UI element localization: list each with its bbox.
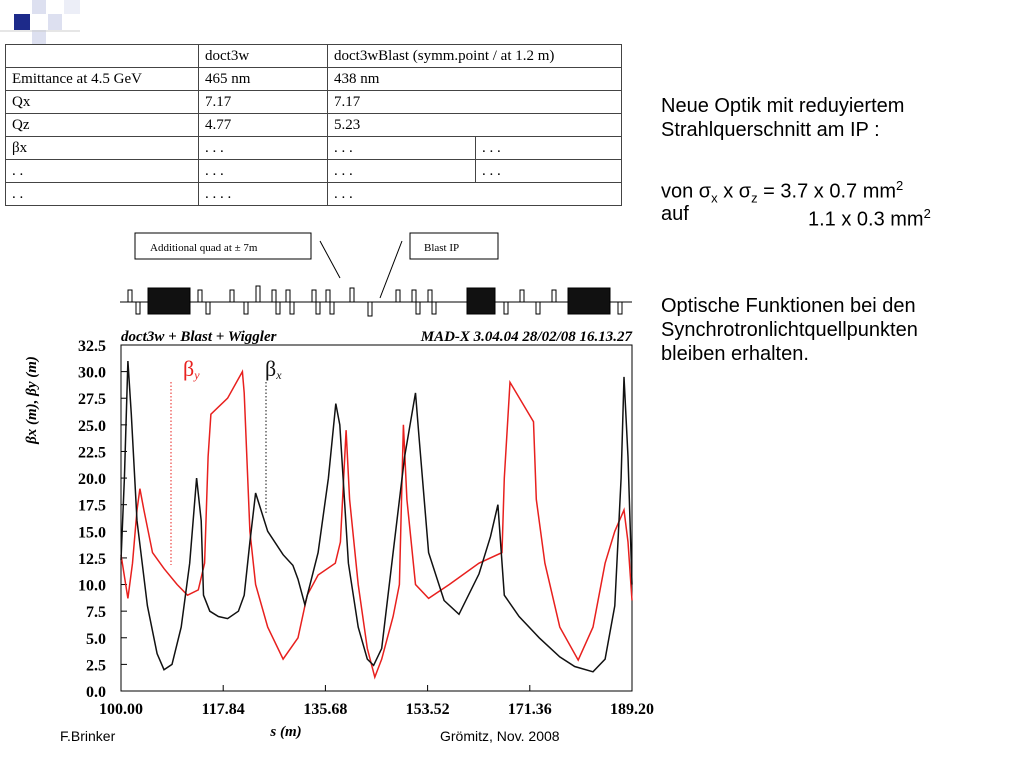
chart-subtitle: MAD-X 3.04.04 28/02/08 16.13.27: [420, 329, 633, 345]
text: von σ: [661, 180, 712, 203]
y-tick-label: 22.5: [78, 444, 106, 461]
note-line: Neue Optik mit reduyiertem: [661, 95, 905, 117]
x-tick-label: 189.20: [610, 701, 654, 718]
callout-label: Blast IP: [424, 242, 459, 254]
y-tick-label: 15.0: [78, 524, 106, 541]
table-row: Emittance at 4.5 GeV 465 nm 438 nm: [5, 67, 622, 91]
x-tick-label: 171.36: [508, 701, 552, 718]
table-row: . .. . .. . .. . .: [5, 159, 622, 183]
x-tick-label: 100.00: [99, 701, 143, 718]
subscript: x: [711, 190, 718, 206]
note-line: Strahlquerschnitt am IP :: [661, 119, 880, 141]
y-tick-label: 25.0: [78, 418, 106, 435]
table-row: . .. . . .. . .: [5, 182, 622, 206]
table-cell: . . .: [327, 136, 476, 160]
note-line: Synchrotronlichtquellpunkten: [661, 319, 918, 341]
lattice-schematic: Additional quad at ± 7m Blast IP: [120, 232, 632, 317]
y-tick-label: 20.0: [78, 471, 106, 488]
x-tick-label: 135.68: [303, 701, 347, 718]
superscript: 2: [923, 206, 931, 221]
table-cell: 438 nm: [327, 67, 622, 91]
series-line: [120, 360, 633, 673]
legend-label: βy: [183, 356, 200, 382]
formula: auf: [661, 202, 689, 226]
y-tick-label: 30.0: [78, 365, 106, 382]
formula: 1.1 x 0.3 mm2: [808, 202, 931, 232]
y-tick-label: 17.5: [78, 498, 106, 515]
callout-box: [134, 232, 312, 260]
y-tick-label: 2.5: [86, 657, 106, 674]
callout-box: [409, 232, 499, 260]
y-tick-label: 10.0: [78, 578, 106, 595]
x-tick-label: 117.84: [202, 701, 245, 718]
text: 1.1 x 0.3 mm: [808, 208, 924, 231]
table-cell: Qz: [5, 113, 199, 137]
table-cell: doct3wBlast (symm.point / at 1.2 m): [327, 44, 622, 68]
table-cell: Qx: [5, 90, 199, 114]
slide-decoration: [0, 0, 80, 44]
table-cell: 4.77: [198, 113, 328, 137]
table-cell: . . .: [327, 182, 622, 206]
y-tick-label: 32.5: [78, 338, 106, 355]
y-tick-label: 27.5: [78, 391, 106, 408]
table-row: doct3w doct3wBlast (symm.point / at 1.2 m…: [5, 44, 622, 68]
table-cell: . . .: [198, 136, 328, 160]
table-cell: [5, 44, 199, 68]
y-axis-label: βx (m), βy (m): [24, 356, 40, 445]
table-cell: . . . .: [198, 182, 328, 206]
y-tick-label: 7.5: [86, 604, 106, 621]
text: x σ: [717, 180, 752, 203]
y-tick-label: 12.5: [78, 551, 106, 568]
y-tick-label: 0.0: [86, 684, 106, 701]
table-cell: . .: [5, 182, 199, 206]
text: auf: [661, 203, 689, 225]
callout-label: Additional quad at ± 7m: [150, 242, 258, 254]
note-line: bleiben erhalten.: [661, 343, 809, 365]
table-cell: βx: [5, 136, 199, 160]
table-cell: Emittance at 4.5 GeV: [5, 67, 199, 91]
table-cell: . . .: [327, 159, 476, 183]
subscript: z: [751, 190, 758, 206]
series-line: [120, 369, 633, 680]
x-tick-label: 153.52: [406, 701, 450, 718]
footer-author: F.Brinker: [60, 728, 116, 744]
formula: von σx x σz = 3.7 x 0.7 mm2: [661, 174, 903, 211]
note-paragraph: Optische Funktionen bei den Synchrotronl…: [661, 294, 918, 366]
data-table: doct3w doct3wBlast (symm.point / at 1.2 m…: [5, 44, 622, 206]
chart-title: doct3w + Blast + Wiggler: [121, 329, 277, 345]
plot-frame: [120, 344, 633, 692]
x-axis-label: s (m): [269, 724, 301, 740]
legend-label: βx: [265, 356, 282, 382]
table-row: βx. . .. . .. . .: [5, 136, 622, 160]
note-line: Optische Funktionen bei den: [661, 295, 916, 317]
superscript: 2: [896, 178, 904, 193]
note-heading: Neue Optik mit reduyiertem Strahlquersch…: [661, 94, 904, 142]
text: = 3.7 x 0.7 mm: [757, 180, 897, 203]
table-row: Qz 4.77 5.23: [5, 113, 622, 137]
footer-place: Grömitz, Nov. 2008: [440, 728, 560, 744]
y-tick-label: 5.0: [86, 631, 106, 648]
table-cell: 465 nm: [198, 67, 328, 91]
table-row: Qx 7.17 7.17: [5, 90, 622, 114]
table-cell: 5.23: [327, 113, 622, 137]
